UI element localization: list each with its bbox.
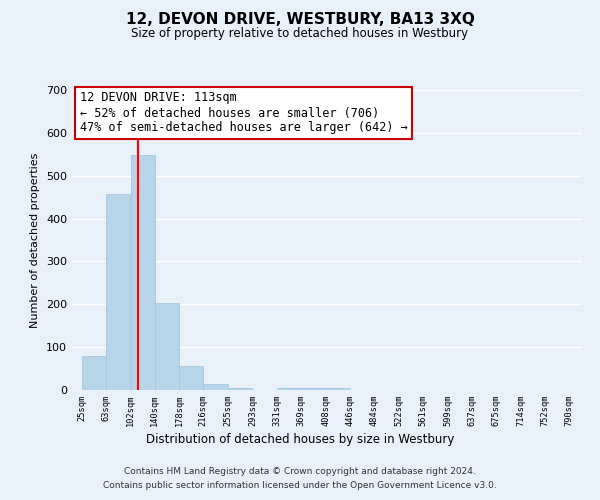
Text: Distribution of detached houses by size in Westbury: Distribution of detached houses by size … <box>146 432 454 446</box>
Bar <box>155 304 179 390</box>
Bar <box>229 388 252 390</box>
Bar <box>106 194 130 390</box>
Bar <box>277 388 350 390</box>
Bar <box>203 384 228 390</box>
Y-axis label: Number of detached properties: Number of detached properties <box>31 152 40 328</box>
Text: Size of property relative to detached houses in Westbury: Size of property relative to detached ho… <box>131 28 469 40</box>
Text: 12, DEVON DRIVE, WESTBURY, BA13 3XQ: 12, DEVON DRIVE, WESTBURY, BA13 3XQ <box>125 12 475 28</box>
Bar <box>131 155 155 390</box>
Text: Contains public sector information licensed under the Open Government Licence v3: Contains public sector information licen… <box>103 481 497 490</box>
Text: 12 DEVON DRIVE: 113sqm
← 52% of detached houses are smaller (706)
47% of semi-de: 12 DEVON DRIVE: 113sqm ← 52% of detached… <box>80 92 407 134</box>
Text: Contains HM Land Registry data © Crown copyright and database right 2024.: Contains HM Land Registry data © Crown c… <box>124 468 476 476</box>
Bar <box>179 366 203 390</box>
Bar <box>82 356 106 390</box>
